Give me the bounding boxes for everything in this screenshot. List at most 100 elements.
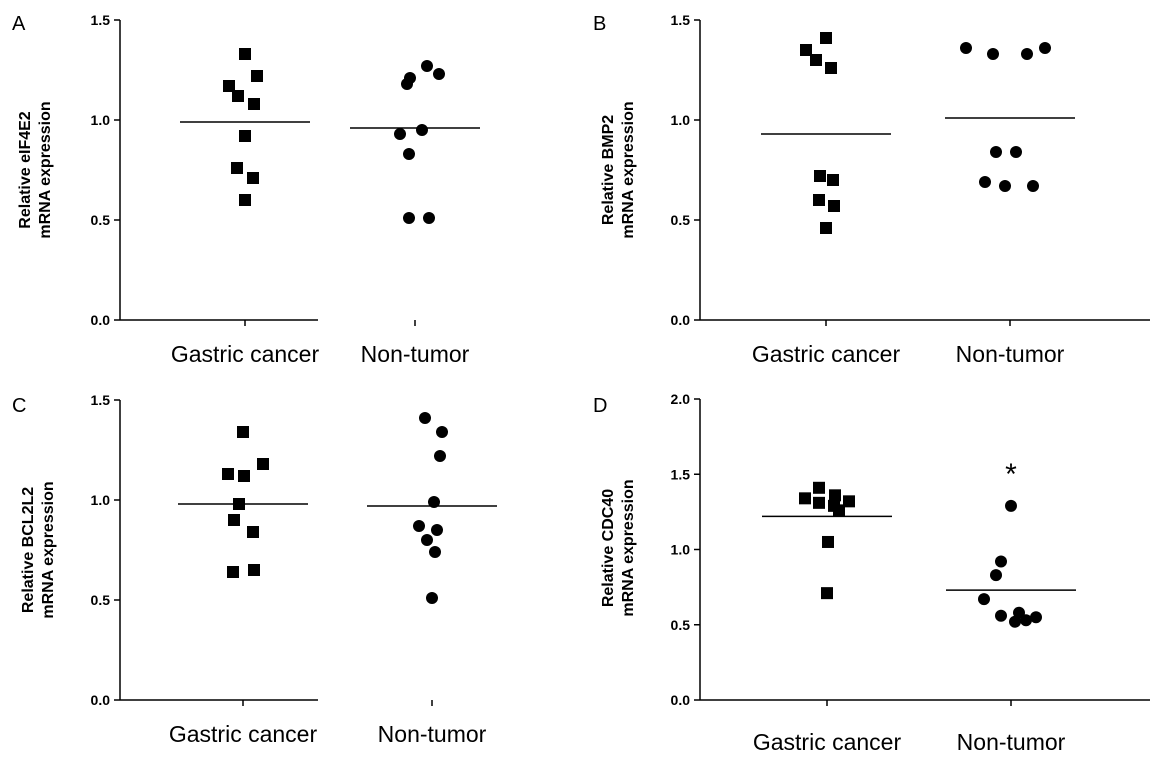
data-point-circle <box>995 555 1007 568</box>
data-point-circle <box>1010 146 1022 158</box>
data-point-circle <box>401 78 413 90</box>
data-point-circle <box>978 593 990 606</box>
x-category-label: Gastric cancer <box>753 729 902 755</box>
x-category-label: Non-tumor <box>361 341 470 367</box>
data-point-circle <box>429 546 441 558</box>
data-point-square <box>825 62 837 74</box>
data-point-square <box>799 492 811 505</box>
data-point-square <box>828 200 840 212</box>
data-point-square <box>248 98 260 110</box>
data-point-square <box>822 535 834 548</box>
data-point-circle <box>995 609 1007 622</box>
y-axis-label-line: Relative eIF4E2 <box>17 111 34 229</box>
y-tick-label: 0.0 <box>671 692 691 708</box>
y-axis-label: Relative eIF4E2 mRNA expression <box>17 101 54 238</box>
y-tick-label: 0.5 <box>91 212 111 228</box>
data-point-circle <box>1009 615 1021 628</box>
data-point-circle <box>960 42 972 54</box>
data-point-square <box>232 90 244 102</box>
data-point-square <box>810 54 822 66</box>
y-tick-label: 0.5 <box>671 212 691 228</box>
data-point-circle <box>394 128 406 140</box>
y-tick-label: 0.0 <box>91 692 111 708</box>
data-point-square <box>829 489 841 502</box>
y-axis-label-line: mRNA expression <box>620 479 637 616</box>
y-tick-label: 1.5 <box>91 12 111 28</box>
y-axis-label: Relative BMP2 mRNA expression <box>600 101 637 238</box>
data-point-square <box>251 70 263 82</box>
data-point-circle <box>987 48 999 60</box>
data-point-circle <box>413 520 425 532</box>
y-axis-label-line: mRNA expression <box>620 101 637 238</box>
data-point-square <box>247 172 259 184</box>
data-point-square <box>820 222 832 234</box>
y-tick-label: 0.5 <box>91 592 111 608</box>
panel-a: A 0.0 0.5 1.0 1.5 Relative eIF4E2 mRNA express… <box>12 12 480 367</box>
data-point-square <box>833 504 845 517</box>
data-point-circle <box>1021 48 1033 60</box>
data-point-square <box>239 48 251 60</box>
data-point-circle <box>979 176 991 188</box>
data-point-circle <box>1013 606 1025 619</box>
data-point-circle <box>990 146 1002 158</box>
data-point-circle <box>431 524 443 536</box>
y-axis-label-line: Relative CDC40 <box>600 489 617 607</box>
y-axis-label-line: Relative BCL2L2 <box>20 487 37 613</box>
data-point-square <box>237 426 249 438</box>
data-point-circle <box>436 426 448 438</box>
x-category-label: Non-tumor <box>378 721 487 747</box>
y-tick-label: 1.0 <box>671 112 691 128</box>
data-point-square <box>227 566 239 578</box>
data-point-circle <box>428 496 440 508</box>
x-category-label: Non-tumor <box>957 729 1066 755</box>
y-tick-label: 1.0 <box>91 492 111 508</box>
data-point-circle <box>1030 611 1042 624</box>
data-point-circle <box>433 68 445 80</box>
data-point-square <box>228 514 240 526</box>
data-point-circle <box>421 60 433 72</box>
data-point-square <box>257 458 269 470</box>
y-tick-label: 0.5 <box>671 617 691 633</box>
data-point-square <box>247 526 259 538</box>
data-point-circle <box>421 534 433 546</box>
data-point-square <box>223 80 235 92</box>
y-tick-label: 1.0 <box>671 542 691 558</box>
data-point-circle <box>1039 42 1051 54</box>
data-point-square <box>843 495 855 508</box>
data-point-circle <box>1020 614 1032 627</box>
data-point-square <box>813 194 825 206</box>
panel-label: D <box>593 395 607 417</box>
x-category-label: Gastric cancer <box>752 341 901 367</box>
data-point-square <box>248 564 260 576</box>
x-category-label: Gastric cancer <box>169 721 318 747</box>
data-point-circle <box>426 592 438 604</box>
x-category-label: Gastric cancer <box>171 341 320 367</box>
y-axis-label-line: Relative BMP2 <box>600 115 617 225</box>
data-point-square <box>813 481 825 494</box>
y-tick-label: 0.0 <box>91 312 111 328</box>
y-axis-label: Relative BCL2L2 mRNA expression <box>20 481 57 618</box>
y-tick-label: 0.0 <box>671 312 691 328</box>
data-point-circle <box>990 569 1002 582</box>
y-axis-label-line: mRNA expression <box>37 101 54 238</box>
significance-annotation: * <box>1005 458 1017 491</box>
y-tick-label: 2.0 <box>671 391 691 407</box>
y-axis-label-line: mRNA expression <box>40 481 57 618</box>
data-point-square <box>813 496 825 509</box>
panel-b: B 0.0 0.5 1.0 1.5 Relative BMP2 mRNA expressio… <box>593 12 1150 367</box>
data-point-circle <box>416 124 428 136</box>
y-tick-label: 1.5 <box>671 12 691 28</box>
data-point-circle <box>434 450 446 462</box>
data-point-square <box>827 174 839 186</box>
y-tick-label: 1.0 <box>91 112 111 128</box>
panel-label: A <box>12 13 26 35</box>
data-point-circle <box>1027 180 1039 192</box>
data-point-square <box>814 170 826 182</box>
data-point-square <box>238 470 250 482</box>
data-point-circle <box>419 412 431 424</box>
data-point-circle <box>423 212 435 224</box>
x-category-label: Non-tumor <box>956 341 1065 367</box>
data-point-circle <box>999 180 1011 192</box>
